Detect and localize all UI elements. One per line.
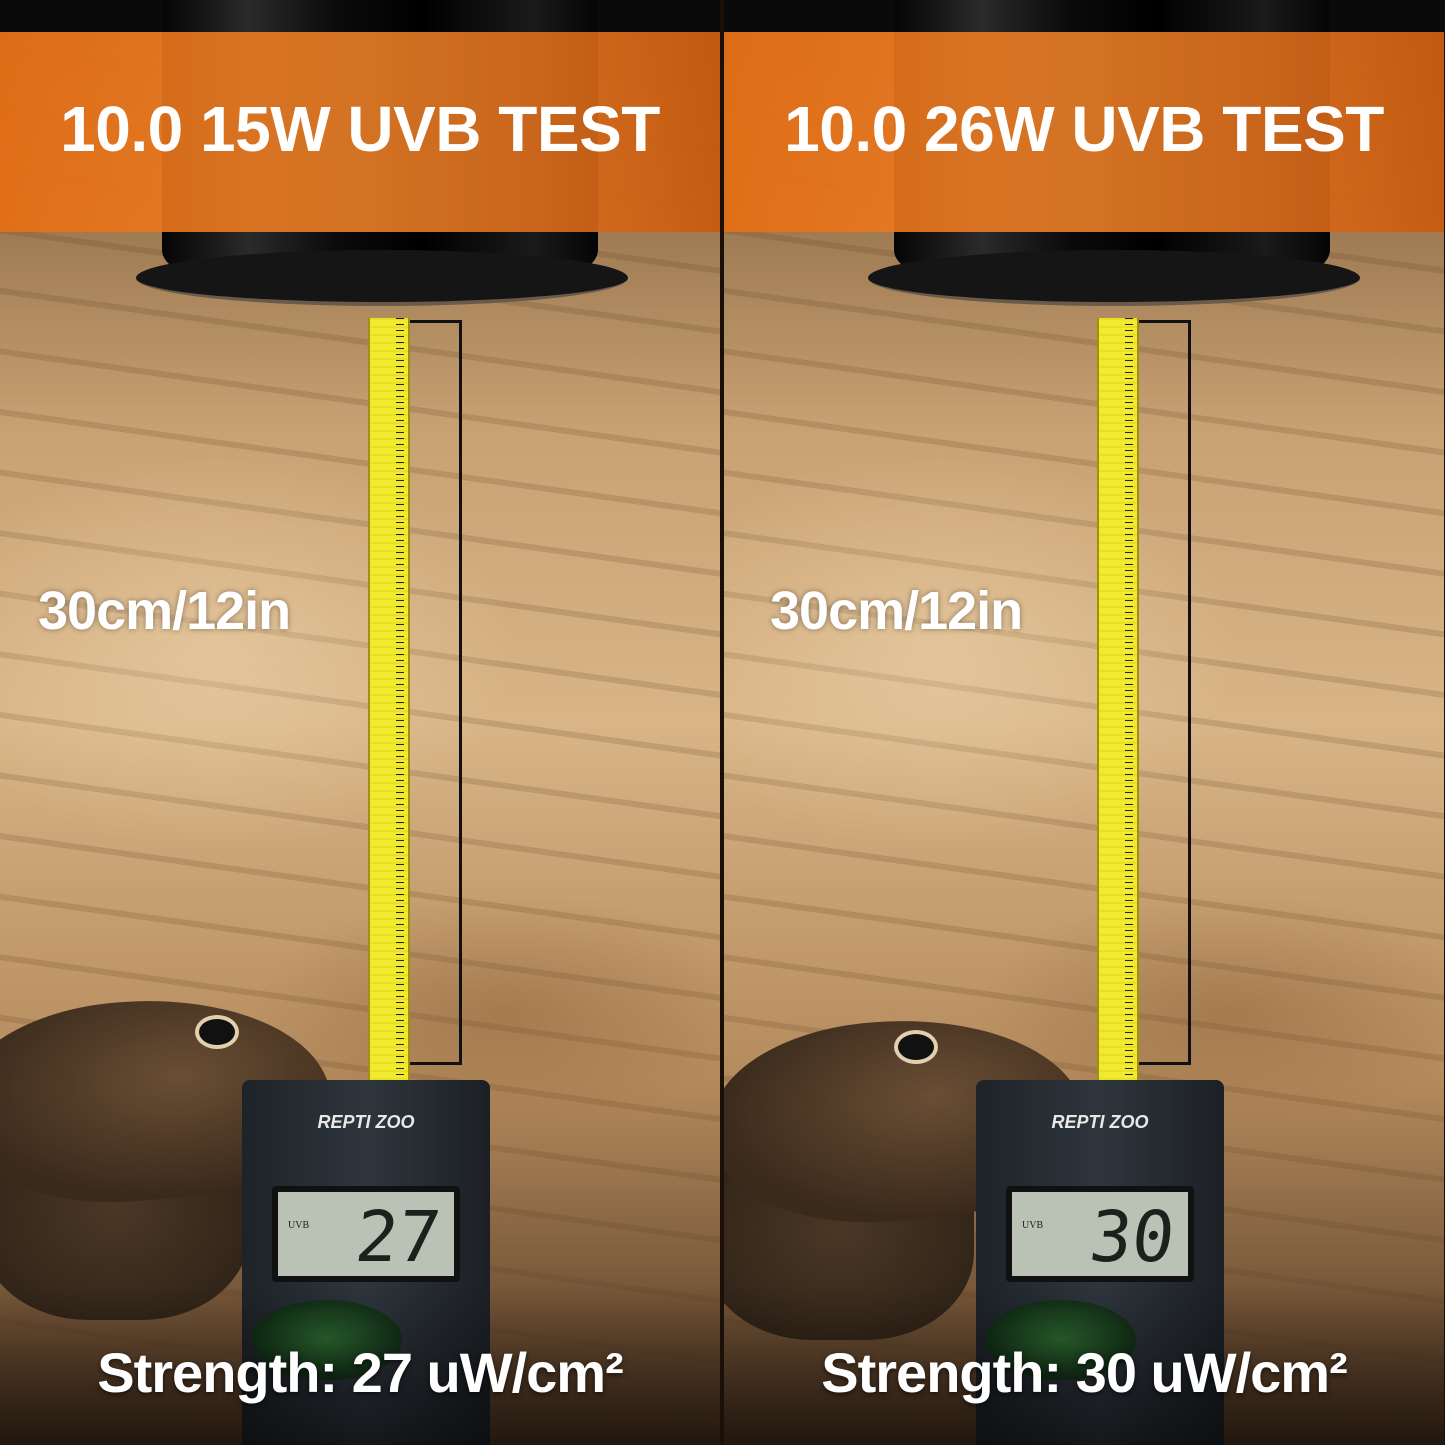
bottom-shade [724,1285,1444,1445]
title-band [0,32,720,232]
lamp-rim [868,250,1360,306]
meter-reading: 27 [351,1196,445,1278]
meter-display: UVB 27 [272,1186,460,1282]
strength-caption: Strength: 30 uW/cm² [821,1341,1347,1404]
panel-title: 10.0 26W UVB TEST [784,93,1384,165]
strength-caption: Strength: 27 uW/cm² [97,1341,623,1404]
meter-brand-logo: REPTI ZOO [1051,1112,1149,1132]
panel-title: 10.0 15W UVB TEST [60,93,660,165]
distance-label: 30cm/12in [770,581,1023,641]
distance-bracket [1139,320,1191,1065]
meter-mode-label: UVB [1022,1220,1044,1231]
meter-reading: 30 [1085,1196,1179,1278]
lizard-eye [894,1030,938,1064]
meter-display: UVB 30 [1006,1186,1194,1282]
panel-15w: 10.0 15W UVB TEST 30cm/12in REPTI ZOO UV… [0,0,720,1445]
measuring-tape [368,318,410,1080]
distance-bracket [410,320,462,1065]
lamp-rim [136,250,628,306]
meter-brand-logo: REPTI ZOO [317,1112,415,1132]
meter-mode-label: UVB [288,1220,310,1231]
distance-label: 30cm/12in [38,581,291,641]
bottom-shade [0,1285,720,1445]
lizard-eye [195,1015,239,1049]
measuring-tape [1097,318,1139,1080]
title-band [724,32,1444,232]
panel-26w: 10.0 26W UVB TEST 30cm/12in REPTI ZOO UV… [724,0,1444,1445]
